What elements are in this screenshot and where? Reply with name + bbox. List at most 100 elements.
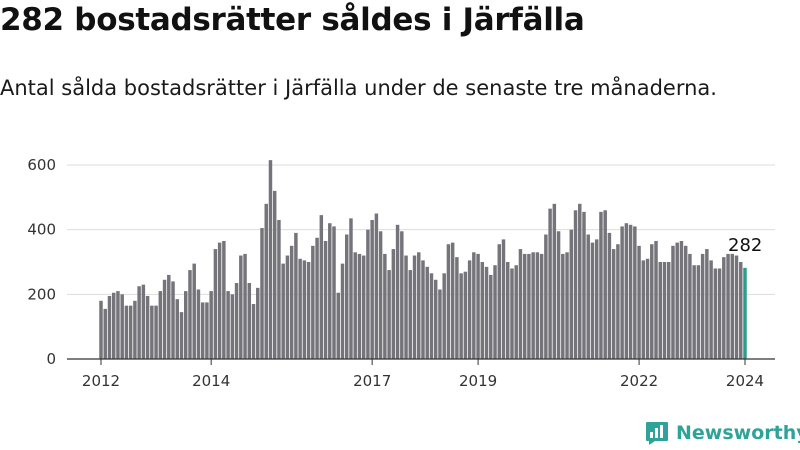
bar (319, 215, 324, 359)
bar (179, 312, 184, 359)
bar (340, 263, 345, 359)
bar (298, 258, 302, 359)
newsworthy-logo-text: Newsworthy (676, 422, 800, 444)
bar (171, 281, 175, 359)
bar (404, 255, 408, 359)
y-tick-label: 200 (27, 285, 56, 303)
bar (124, 305, 129, 359)
bar (323, 240, 328, 359)
bar (209, 291, 213, 359)
bar (645, 258, 650, 359)
bar (489, 274, 493, 359)
bar (349, 218, 353, 359)
bar (467, 260, 472, 359)
bar (671, 245, 675, 359)
bar (472, 252, 476, 359)
bar (217, 242, 222, 359)
bar (734, 255, 739, 359)
bar (395, 224, 400, 359)
bar (607, 232, 612, 359)
bar (624, 223, 629, 359)
bar (514, 265, 518, 359)
bar (696, 265, 701, 359)
bar (175, 299, 179, 359)
bar (145, 295, 150, 359)
bar (675, 242, 679, 359)
bar (726, 253, 730, 359)
bar (463, 271, 468, 359)
bar (476, 253, 480, 359)
bar (616, 244, 620, 359)
bar (599, 211, 603, 359)
bar (679, 240, 684, 359)
bar (412, 255, 417, 359)
bar (518, 249, 523, 359)
bar (120, 294, 124, 359)
bar (480, 262, 485, 359)
newsworthy-logo: Newsworthy (644, 420, 800, 446)
bar (705, 249, 709, 359)
bar (353, 252, 357, 359)
bar (548, 208, 552, 359)
bar (641, 260, 646, 359)
bar (234, 283, 239, 359)
x-tick-label: 2024 (726, 372, 764, 390)
bar (417, 252, 421, 359)
bar (162, 279, 167, 359)
bar (277, 219, 281, 359)
bar (713, 268, 718, 359)
bar (739, 262, 743, 359)
bar (289, 245, 294, 359)
bar (205, 302, 209, 359)
bar (264, 203, 268, 359)
bar (302, 260, 307, 359)
bar (239, 255, 243, 359)
bar (366, 229, 370, 359)
bar (578, 203, 582, 359)
y-tick-label: 0 (46, 350, 56, 368)
bar (260, 228, 264, 359)
bar (433, 279, 438, 359)
x-tick-label: 2014 (192, 372, 230, 390)
bar (628, 224, 633, 359)
bar (345, 234, 349, 359)
bar (158, 291, 163, 359)
bar (582, 211, 586, 359)
bar (510, 268, 514, 359)
bar (569, 229, 574, 359)
bar (306, 262, 311, 359)
bar (167, 274, 171, 359)
bar (586, 234, 590, 359)
bar (535, 252, 540, 359)
x-tick-label: 2019 (459, 372, 497, 390)
bar (662, 262, 667, 359)
bar (556, 231, 561, 359)
bar (421, 260, 425, 359)
bar (484, 266, 489, 359)
bar (251, 304, 256, 359)
bar (128, 305, 133, 359)
bar (370, 219, 374, 359)
bar (455, 257, 459, 359)
bar (620, 226, 624, 359)
bar (213, 249, 218, 359)
bar (637, 245, 641, 359)
bar (243, 253, 247, 359)
bar (247, 283, 252, 359)
y-tick-label: 600 (27, 156, 56, 174)
bar (150, 305, 154, 359)
bar (450, 242, 455, 359)
bar (311, 245, 315, 359)
bar (688, 253, 692, 359)
bar (230, 294, 235, 359)
bar-value-label: 282 (728, 235, 762, 256)
bar (361, 255, 366, 359)
chart-subtitle: Antal sålda bostadsrätter i Järfälla und… (0, 76, 717, 100)
bar (374, 213, 379, 359)
bar (137, 286, 141, 359)
bar (633, 226, 637, 359)
bar (222, 240, 226, 359)
bar (133, 300, 137, 359)
bar (226, 291, 230, 359)
